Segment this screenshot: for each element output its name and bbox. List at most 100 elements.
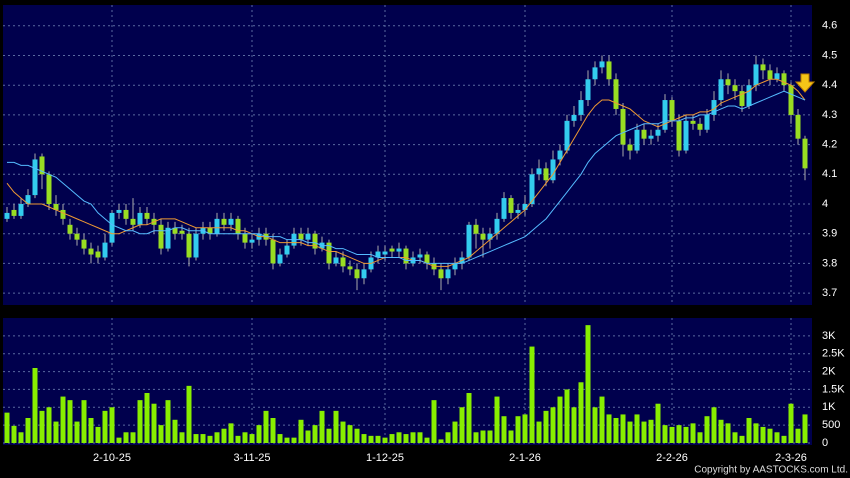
candle-body [788,85,794,115]
candle-body [627,144,633,151]
x-tick-label: 2-3-26 [775,452,807,464]
candle-body [438,269,444,279]
candle-body [32,159,38,196]
candle-body [522,204,528,210]
candle-body [242,233,248,243]
volume-bar [256,425,262,443]
volume-bar [319,410,325,443]
volume-bar [193,434,199,443]
candle-body [74,233,80,240]
volume-bar [382,437,388,443]
x-tick-label: 2-2-26 [656,452,688,464]
y-tick-label: 3K [822,330,836,342]
candle-body [669,100,675,121]
volume-bar [368,435,374,443]
candle-body [116,209,122,213]
y-tick-label: 2.5K [822,348,845,360]
volume-bar [151,403,157,443]
copyright: Copyright by AASTOCKS.com Ltd. [694,465,848,476]
candle-body [802,138,808,169]
volume-bar [592,407,598,443]
y-tick-label: 4.2 [822,139,837,151]
volume-bar [18,432,24,443]
candle-body [193,233,199,258]
candle-body [606,61,612,80]
candle-body [774,73,780,80]
candle-body [683,120,689,151]
candle-body [704,114,710,130]
volume-bar [697,432,703,443]
candle-body [466,224,472,258]
candle-body [452,263,458,270]
volume-bar [543,410,549,443]
volume-bar [67,400,73,443]
volume-bar [760,426,766,443]
candle-body [711,100,717,115]
y-tick-label: 1K [822,401,836,413]
y-tick-label: 3.7 [822,287,837,299]
candle-body [207,227,213,234]
volume-bar [599,396,605,443]
candle-body [739,91,745,106]
volume-bar [214,432,220,443]
x-tick-label: 2-10-25 [93,452,131,464]
volume-bar [536,421,542,443]
volume-bar [711,407,717,443]
y-tick-label: 3.9 [822,228,837,240]
candle-body [424,254,430,264]
volume-bar [186,385,192,443]
volume-bar [102,410,108,443]
candle-body [536,168,542,175]
volume-bar [452,421,458,443]
volume-bar [312,425,318,443]
volume-bar [32,368,38,443]
candle-body [557,150,563,160]
volume-bar [284,437,290,443]
volume-bar [235,435,241,443]
candle-body [284,245,290,255]
volume-bar [515,416,521,443]
y-tick-label: 4.3 [822,109,837,121]
volume-bar [424,437,430,443]
candle-body [487,233,493,240]
candle-body [95,251,101,258]
candle-body [746,85,752,106]
y-tick-label: 0 [822,437,828,449]
candle-body [508,198,514,213]
candle-body [529,174,535,205]
candle-body [18,204,24,216]
volume-bar [438,439,444,443]
candle-body [795,114,801,139]
y-tick-label: 4.6 [822,20,837,32]
candle-body [417,254,423,258]
candle-body [25,195,31,205]
candle-body [634,129,640,151]
volume-bar [508,430,514,443]
volume-bar [81,400,87,443]
candle-body [767,70,773,80]
candle-body [298,233,304,240]
volume-bar [305,430,311,443]
candle-body [480,233,486,240]
volume-bar [487,430,493,443]
volume-bar [228,423,234,443]
candle-body [655,129,661,136]
candle-body [403,248,409,264]
volume-bar [683,426,689,443]
volume-bar [39,410,45,443]
volume-bar [564,389,570,443]
candle-body [123,209,129,219]
candle-body [781,73,787,86]
volume-bar [354,428,360,443]
volume-bar [277,434,283,443]
candle-body [760,64,766,71]
candle-body [620,108,626,145]
volume-bar [774,432,780,443]
candle-body [662,100,668,130]
candle-body [81,239,87,249]
y-tick-label: 4.4 [822,79,837,91]
candle-body [326,242,332,264]
volume-bar [431,400,437,443]
volume-bar [375,435,381,443]
